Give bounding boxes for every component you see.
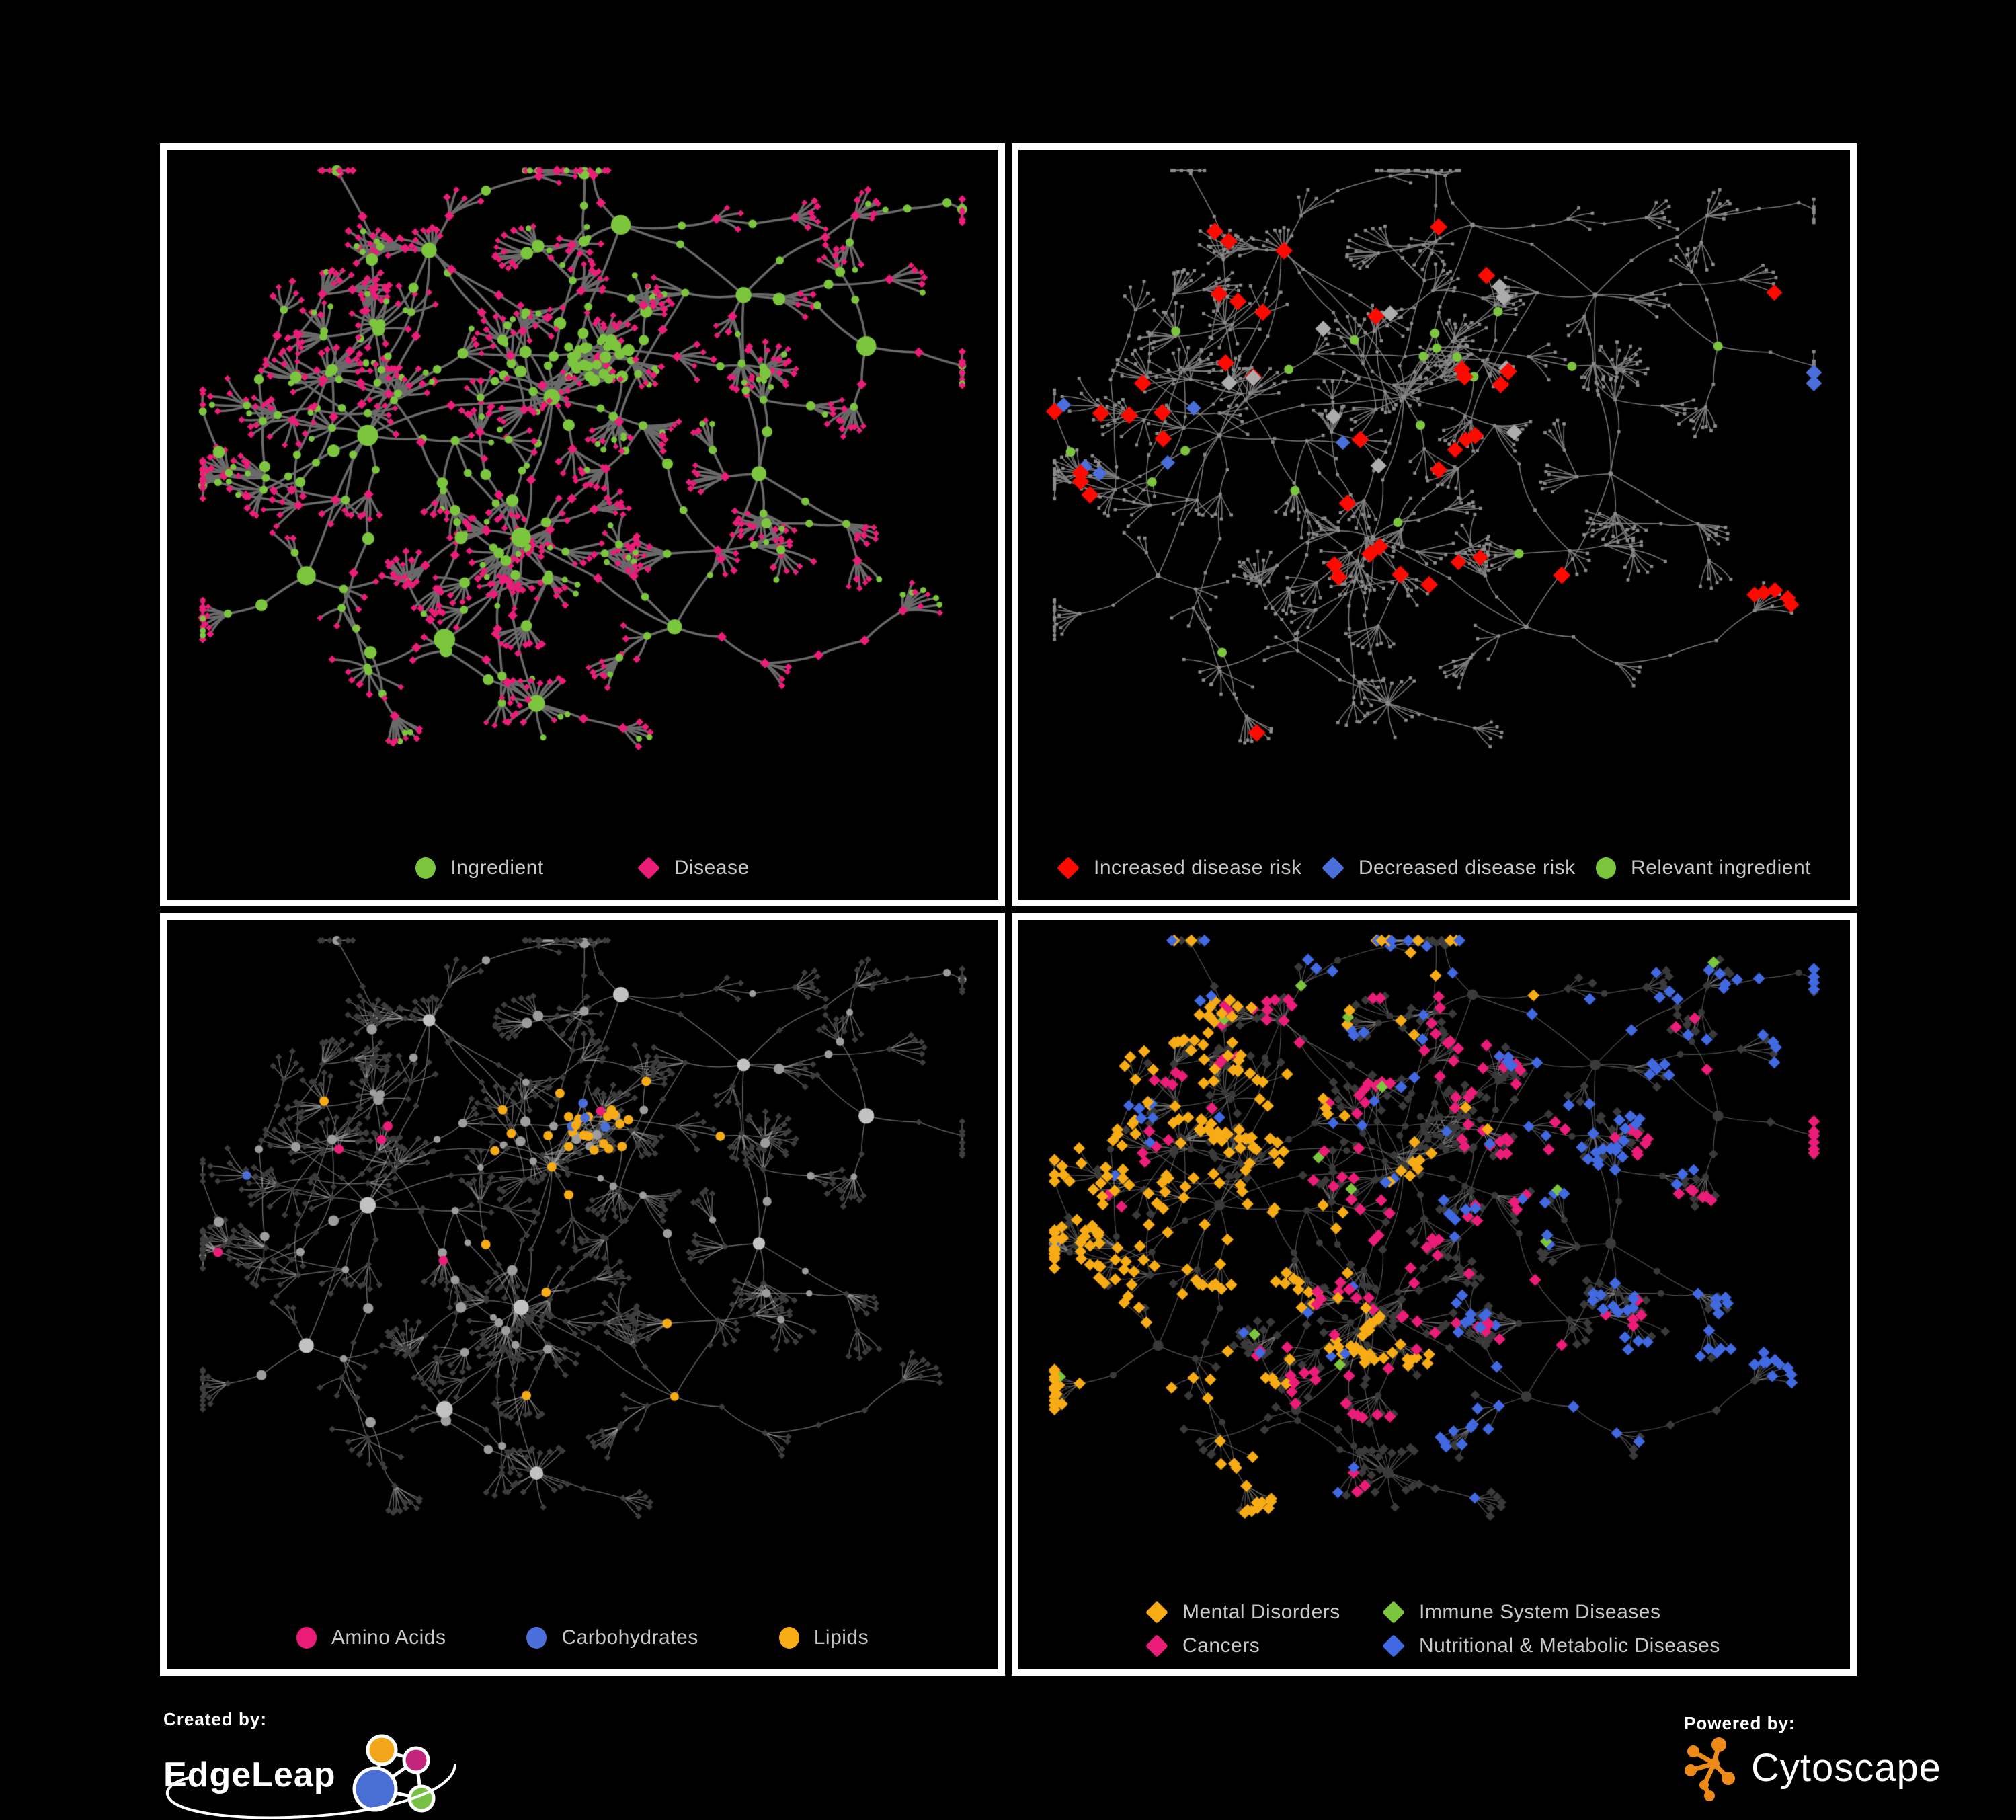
legend-item-carbohydrates: Carbohydrates <box>526 1626 698 1649</box>
legend-label: Ingredient <box>450 857 544 879</box>
cytoscape-icon <box>1685 1737 1735 1801</box>
panel-nutrient-classes: Amino Acids Carbohydrates Lipids <box>160 913 1005 1676</box>
legend-item-cancers: Cancers <box>1145 1634 1383 1657</box>
decreased-risk-marker-icon <box>1321 857 1344 879</box>
legend-item-disease: Disease <box>637 857 750 879</box>
carbohydrates-marker-icon <box>526 1627 547 1649</box>
mental-disorders-marker-icon <box>1145 1601 1168 1624</box>
legend-item-ingredient: Ingredient <box>415 857 543 879</box>
legend-item-mental-disorders: Mental Disorders <box>1145 1601 1383 1624</box>
created-by-label: Created by: <box>163 1709 268 1729</box>
legend-label: Decreased disease risk <box>1358 857 1576 879</box>
legend-item-decreased-risk: Decreased disease risk <box>1321 857 1576 879</box>
legend-label: Carbohydrates <box>561 1626 698 1649</box>
ingredient-marker-icon <box>415 857 436 879</box>
powered-by-label: Powered by: <box>1684 1713 1796 1733</box>
legend-label: Immune System Diseases <box>1419 1601 1661 1623</box>
legend-item-increased-risk: Increased disease risk <box>1057 857 1301 879</box>
legend-item-amino-acids: Amino Acids <box>296 1626 446 1649</box>
legend-label: Relevant ingredient <box>1630 857 1811 879</box>
created-by-block: Created by: EdgeLeap <box>163 1709 456 1819</box>
network-graph-disease-classes <box>1018 920 1850 1669</box>
edgeleap-network-icon <box>352 1734 435 1813</box>
lipids-marker-icon <box>778 1627 799 1649</box>
legend-item-nutritional-metabolic: Nutritional & Metabolic Diseases <box>1382 1634 1720 1657</box>
legend-item-relevant-ingredient: Relevant ingredient <box>1595 857 1811 879</box>
network-graph-ingredient-disease <box>167 150 998 900</box>
immune-diseases-marker-icon <box>1382 1601 1405 1624</box>
legend-label: Amino Acids <box>331 1626 446 1649</box>
relevant-ingredient-marker-icon <box>1595 857 1616 879</box>
legend-item-lipids: Lipids <box>778 1626 869 1649</box>
legend-label: Lipids <box>813 1626 869 1649</box>
legend-item-immune-diseases: Immune System Diseases <box>1382 1601 1720 1624</box>
cytoscape-wordmark: Cytoscape <box>1751 1745 1942 1790</box>
panel-grid: Ingredient Disease Increased disease ris… <box>160 143 1857 1676</box>
legend-disease-classes: Mental Disorders Immune System Diseases … <box>1145 1601 1720 1657</box>
network-graph-nutrient-classes <box>167 920 998 1669</box>
legend-ingredient-disease: Ingredient Disease <box>167 857 998 879</box>
edgeleap-logo: EdgeLeap <box>163 1730 456 1819</box>
cytoscape-logo: Cytoscape <box>1684 1734 1941 1801</box>
legend-label: Nutritional & Metabolic Diseases <box>1419 1634 1720 1657</box>
cancers-marker-icon <box>1145 1634 1168 1657</box>
disease-marker-icon <box>637 857 660 879</box>
powered-by-block: Powered by: Cytoscape <box>1684 1713 1941 1801</box>
edgeleap-wordmark: EdgeLeap <box>163 1755 336 1794</box>
legend-label: Mental Disorders <box>1182 1601 1340 1623</box>
legend-label: Disease <box>674 857 750 879</box>
panel-ingredient-disease: Ingredient Disease <box>160 143 1005 906</box>
increased-risk-marker-icon <box>1057 857 1080 879</box>
legend-label: Cancers <box>1182 1634 1260 1657</box>
legend-nutrient-classes: Amino Acids Carbohydrates Lipids <box>167 1626 998 1649</box>
network-graph-disease-risk <box>1018 150 1850 900</box>
legend-disease-risk: Increased disease risk Decreased disease… <box>1018 857 1850 879</box>
legend-label: Increased disease risk <box>1094 857 1302 879</box>
panel-disease-classes: Mental Disorders Immune System Diseases … <box>1012 913 1857 1676</box>
nutritional-metabolic-marker-icon <box>1382 1634 1405 1657</box>
amino-acids-marker-icon <box>296 1627 317 1649</box>
panel-disease-risk: Increased disease risk Decreased disease… <box>1012 143 1857 906</box>
